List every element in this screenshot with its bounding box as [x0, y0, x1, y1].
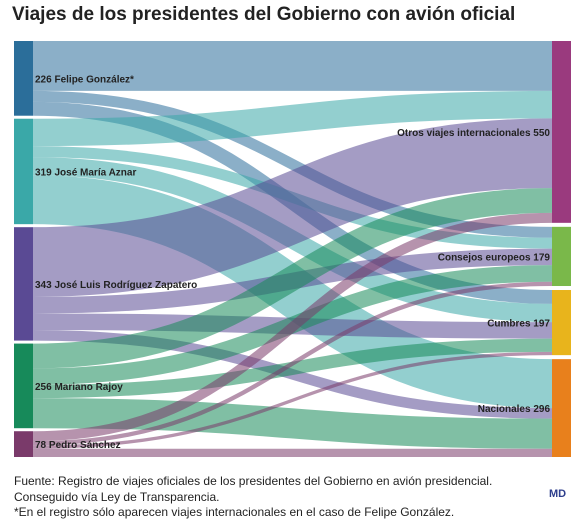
- chart-title: Viajes de los presidentes del Gobierno c…: [12, 4, 516, 25]
- labels-layer: 226 Felipe González* 319 José María Aznar…: [35, 74, 550, 451]
- node-label-nacionales: Nacionales 296: [478, 404, 551, 415]
- node-pedro-sanchez[interactable]: [14, 431, 33, 457]
- node-consejos-europeos[interactable]: [552, 226, 571, 287]
- link-pedro-sanchez-to-consejos-europeos[interactable]: [32, 281, 553, 446]
- chart-footer: Fuente: Registro de viajes oficiales de …: [14, 474, 544, 521]
- node-label-jose-maria-aznar: 319 José María Aznar: [35, 167, 136, 178]
- link-mariano-rajoy-to-cumbres[interactable]: [32, 338, 553, 399]
- node-label-consejos-europeos: Consejos europeos 179: [438, 252, 551, 263]
- node-label-pedro-sanchez: 78 Pedro Sánchez: [35, 440, 121, 451]
- brand-logo: MD: [549, 488, 567, 500]
- node-label-mariano-rajoy: 256 Mariano Rajoy: [35, 382, 123, 393]
- node-label-cumbres: Cumbres 197: [487, 319, 550, 330]
- sankey-chart: 226 Felipe González* 319 José María Aznar…: [14, 40, 571, 457]
- link-pedro-sanchez-to-otros-viajes-internacionales[interactable]: [32, 212, 553, 442]
- node-cumbres[interactable]: [552, 290, 571, 356]
- source-note: Fuente: Registro de viajes oficiales de …: [14, 474, 493, 504]
- link-mariano-rajoy-to-nacionales[interactable]: [32, 398, 553, 449]
- links-layer: [32, 40, 553, 457]
- node-label-jose-luis-rodriguez-zapatero: 343 José Luis Rodríguez Zapatero: [35, 280, 197, 291]
- node-mariano-rajoy[interactable]: [14, 343, 33, 429]
- node-label-felipe-gonzalez: 226 Felipe González*: [35, 74, 134, 85]
- link-mariano-rajoy-to-otros-viajes-internacionales[interactable]: [32, 188, 553, 369]
- node-otros-viajes-internacionales[interactable]: [552, 41, 571, 223]
- link-pedro-sanchez-to-cumbres[interactable]: [32, 351, 553, 449]
- node-nacionales[interactable]: [552, 359, 571, 457]
- footnote: *En el registro sólo aparecen viajes int…: [14, 505, 455, 519]
- nodes-layer: [14, 41, 571, 457]
- node-jose-luis-rodriguez-zapatero[interactable]: [14, 227, 33, 341]
- link-jose-maria-aznar-to-otros-viajes-internacionales[interactable]: [32, 90, 553, 147]
- link-jose-luis-rodriguez-zapatero-to-otros-viajes-internacionales[interactable]: [32, 118, 553, 297]
- node-label-otros-viajes-internacionales: Otros viajes internacionales 550: [397, 128, 550, 139]
- node-felipe-gonzalez[interactable]: [14, 41, 33, 116]
- node-jose-maria-aznar[interactable]: [14, 118, 33, 225]
